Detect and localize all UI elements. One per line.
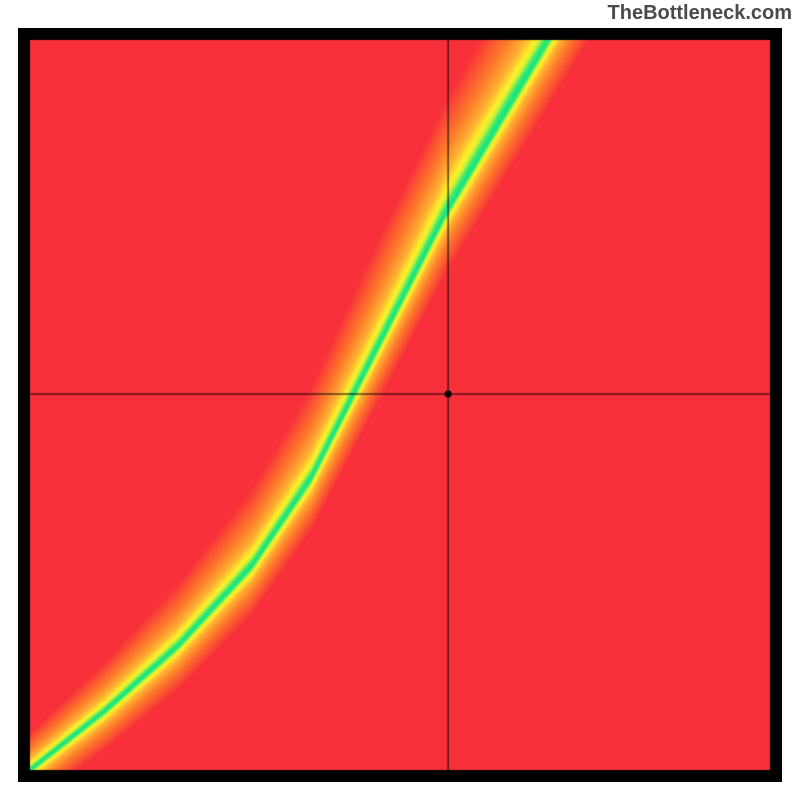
- chart-container: TheBottleneck.com: [0, 0, 800, 800]
- heatmap-canvas: [18, 28, 782, 782]
- heatmap-plot: [18, 28, 782, 782]
- watermark-text: TheBottleneck.com: [608, 2, 792, 25]
